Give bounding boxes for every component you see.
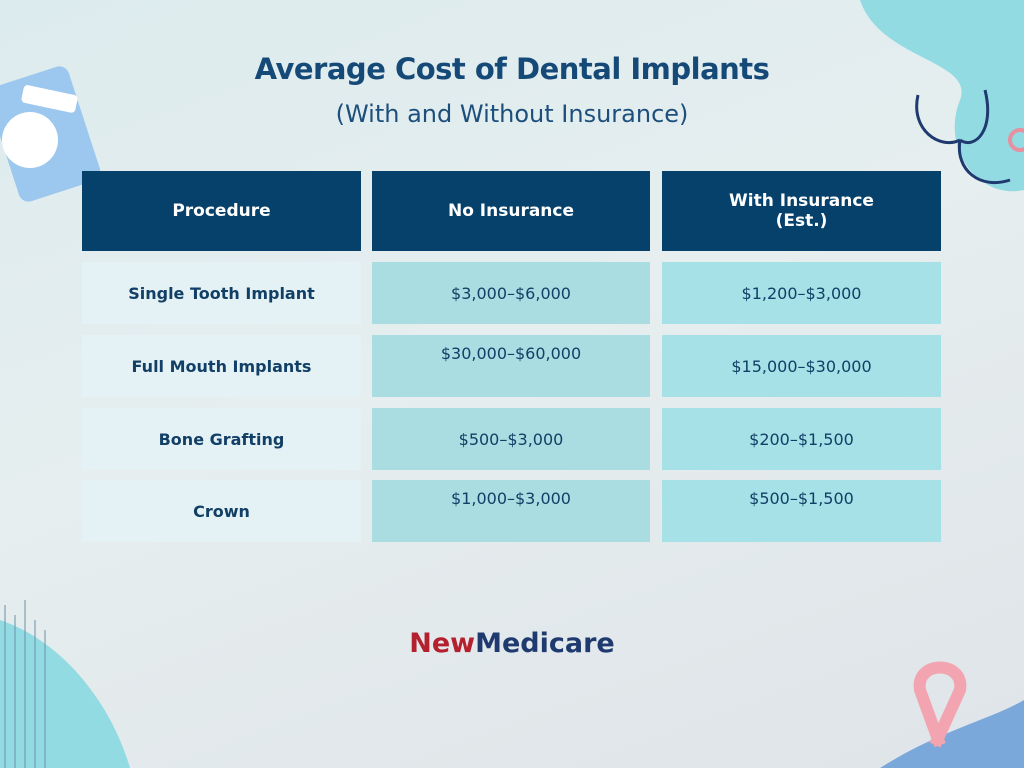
- notepad-circle: [2, 112, 58, 168]
- cost-cell: $1,200–$3,000: [662, 262, 941, 324]
- title: Average Cost of Dental Implants: [254, 52, 770, 86]
- stethoscope: [915, 89, 1011, 185]
- cost-cell: $500–$3,000: [372, 408, 650, 470]
- header-cell: Procedure: [82, 171, 361, 251]
- subtitle: (With and Without Insurance): [335, 100, 689, 128]
- procedure-cell: Crown: [82, 480, 361, 542]
- blob: [0, 620, 130, 768]
- lines: [4, 600, 46, 768]
- stethoscope-head: [1008, 128, 1024, 152]
- cost-cell: $15,000–$30,000: [662, 335, 941, 397]
- cost-cell: $30,000–$60,000: [372, 335, 650, 397]
- brand: NewMedicare: [0, 628, 1024, 659]
- procedure-cell: Single Tooth Implant: [82, 262, 361, 324]
- header-cell: With Insurance (Est.): [662, 171, 941, 251]
- cost-cell: $200–$1,500: [662, 408, 941, 470]
- procedure-cell: Full Mouth Implants: [82, 335, 361, 397]
- brand-second: Medicare: [475, 628, 615, 659]
- header-cell: No Insurance: [372, 171, 650, 251]
- blob: [860, 0, 1024, 192]
- ribbon: [913, 661, 967, 748]
- notepad-label: [21, 85, 78, 113]
- blob: [880, 700, 1024, 768]
- brand-first: New: [409, 628, 476, 659]
- cost-cell: $3,000–$6,000: [372, 262, 650, 324]
- cost-cell: $500–$1,500: [662, 480, 941, 542]
- procedure-cell: Bone Grafting: [82, 408, 361, 470]
- cost-cell: $1,000–$3,000: [372, 480, 650, 542]
